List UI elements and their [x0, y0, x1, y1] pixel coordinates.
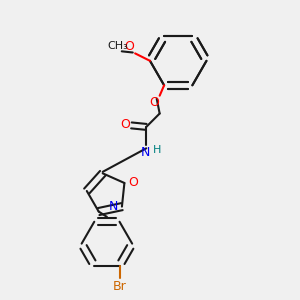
Text: N: N — [141, 146, 150, 159]
Text: O: O — [120, 118, 130, 131]
Text: H: H — [153, 145, 161, 155]
Text: N: N — [109, 200, 118, 213]
Text: CH₃: CH₃ — [107, 41, 128, 51]
Text: O: O — [128, 176, 138, 190]
Text: Br: Br — [113, 280, 126, 293]
Text: O: O — [149, 96, 159, 109]
Text: O: O — [124, 40, 134, 53]
